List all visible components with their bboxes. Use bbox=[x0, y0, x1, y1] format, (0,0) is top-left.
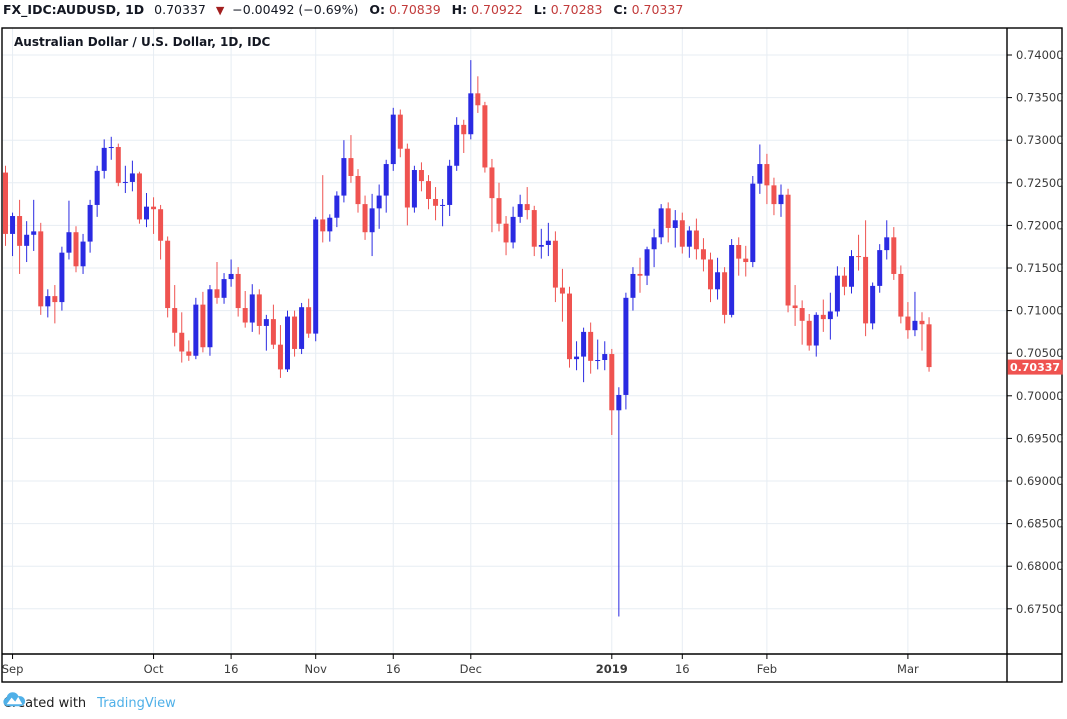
candles-layer[interactable] bbox=[3, 60, 932, 617]
high-value: 0.70922 bbox=[471, 2, 523, 17]
svg-text:Sep: Sep bbox=[2, 662, 24, 676]
svg-text:0.72500: 0.72500 bbox=[1016, 176, 1064, 190]
svg-text:Dec: Dec bbox=[460, 662, 482, 676]
open-label: O: bbox=[369, 2, 385, 17]
close-label: C: bbox=[613, 2, 628, 17]
close-value: 0.70337 bbox=[631, 2, 684, 17]
svg-text:16: 16 bbox=[386, 662, 401, 676]
symbol-name: FX_IDC:AUDUSD, 1D bbox=[3, 2, 145, 17]
svg-text:Feb: Feb bbox=[757, 662, 777, 676]
open-value: 0.70839 bbox=[388, 2, 441, 17]
arrow-down-icon: ▼ bbox=[215, 4, 225, 17]
svg-text:0.71500: 0.71500 bbox=[1016, 261, 1064, 275]
svg-text:Oct: Oct bbox=[144, 662, 164, 676]
last-price: 0.70337 bbox=[154, 2, 206, 17]
symbol-legend: FX_IDC:AUDUSD, 1D 0.70337 ▼ −0.00492 (−0… bbox=[3, 2, 683, 18]
svg-text:0.69500: 0.69500 bbox=[1016, 431, 1064, 445]
svg-text:0.73500: 0.73500 bbox=[1016, 91, 1064, 105]
price-axis[interactable]: 0.74000 0.73500 0.73000 0.72500 0.72000 0.715… bbox=[1007, 48, 1064, 616]
svg-text:0.67500: 0.67500 bbox=[1016, 602, 1064, 616]
svg-text:Nov: Nov bbox=[304, 662, 327, 676]
svg-text:0.74000: 0.74000 bbox=[1016, 48, 1064, 62]
svg-text:Mar: Mar bbox=[897, 662, 919, 676]
attribution-footer: Created with TradingView bbox=[3, 692, 176, 714]
grid-lines bbox=[2, 28, 1007, 654]
low-label: L: bbox=[533, 2, 547, 17]
svg-text:0.68500: 0.68500 bbox=[1016, 517, 1064, 531]
svg-text:0.73000: 0.73000 bbox=[1016, 133, 1064, 147]
svg-text:16: 16 bbox=[675, 662, 690, 676]
svg-text:0.71000: 0.71000 bbox=[1016, 304, 1064, 318]
time-axis[interactable]: Sep Oct 16 Nov 16 Dec 2019 16 Feb Mar bbox=[2, 654, 919, 676]
chart-border bbox=[1, 27, 1063, 683]
svg-text:0.68000: 0.68000 bbox=[1016, 559, 1064, 573]
low-value: 0.70283 bbox=[550, 2, 603, 17]
svg-text:2019: 2019 bbox=[596, 662, 628, 676]
price-change: −0.00492 (−0.69%) bbox=[232, 2, 359, 17]
high-label: H: bbox=[451, 2, 468, 17]
svg-text:0.69000: 0.69000 bbox=[1016, 474, 1064, 488]
tradingview-brand-label[interactable]: TradingView bbox=[97, 695, 176, 711]
svg-text:0.70000: 0.70000 bbox=[1016, 389, 1064, 403]
svg-text:0.70500: 0.70500 bbox=[1016, 346, 1064, 360]
svg-text:0.70337: 0.70337 bbox=[1010, 361, 1060, 374]
svg-text:0.72000: 0.72000 bbox=[1016, 218, 1064, 232]
svg-text:16: 16 bbox=[224, 662, 239, 676]
chart-title: Australian Dollar / U.S. Dollar, 1D, IDC bbox=[14, 35, 271, 49]
last-price-tag: 0.70337 bbox=[1007, 359, 1063, 375]
